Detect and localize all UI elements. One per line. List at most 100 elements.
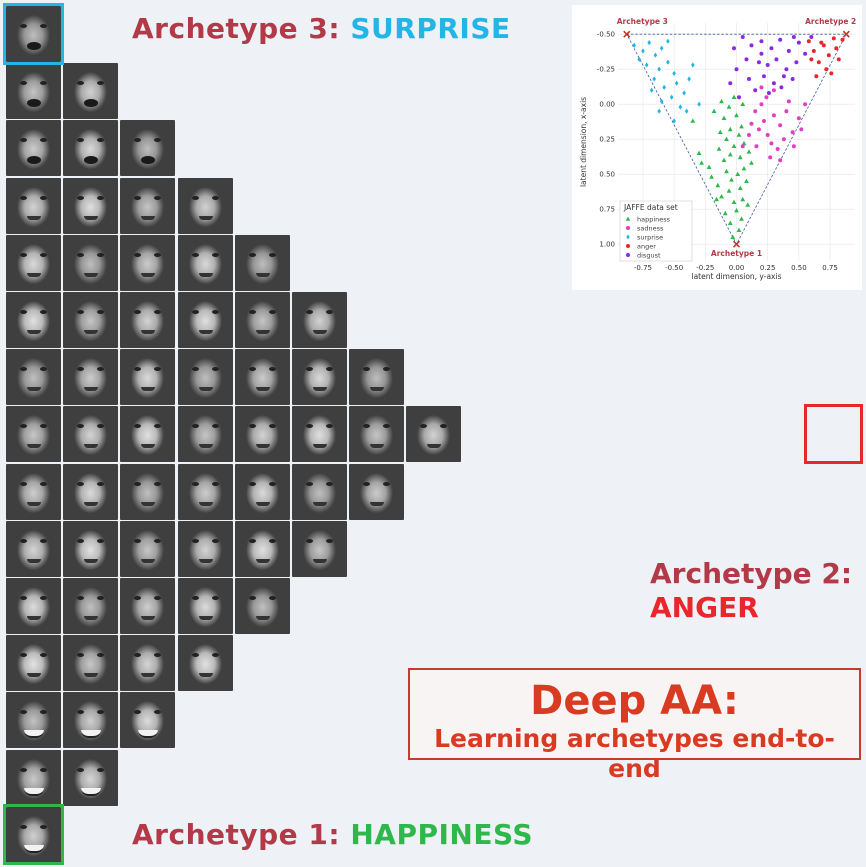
archetype-annotation: Archetype 1 [711,249,762,258]
disgust-point [744,57,749,62]
face-image [234,520,290,577]
title-box: Deep AA: Learning archetypes end-to-end [408,668,861,783]
disgust-point [774,57,779,62]
face-image [63,578,119,634]
face-image [120,520,176,577]
sadness-point [740,144,745,149]
happiness-point [746,149,752,154]
face-image [120,692,176,749]
face-image [120,177,176,234]
happiness-point [727,220,733,225]
face-image [234,406,290,463]
disgust-point [779,85,784,90]
surprise-point [644,62,649,68]
sadness-point [778,123,783,128]
disgust-point [796,40,801,45]
sadness-point [764,95,769,100]
disgust-point [791,35,796,39]
face-image [63,234,119,291]
y-tick-label: 0.25 [599,136,615,144]
legend-entry: anger [637,242,656,250]
surprise-point [659,45,664,51]
anger-point [814,74,819,79]
face-image [6,520,61,577]
disgust-point [781,74,786,79]
happiness-point [690,118,696,123]
anger-point [840,37,845,42]
y-tick-label: 1.00 [599,241,615,249]
archetype-2-label: Archetype 2: ANGER [650,557,852,625]
happiness-point [737,154,743,160]
disgust-point [786,49,791,53]
happiness-point [731,199,737,204]
happiness-point [744,178,749,183]
y-axis-label: latent dimension, x-axis [579,97,588,187]
x-tick-label: 0.50 [791,264,807,272]
sadness-point [799,127,804,132]
legend-box [619,200,693,262]
face-image [6,120,61,177]
face-image [6,806,61,863]
face-image [177,292,233,348]
disgust-point [784,67,789,72]
sadness-point [791,144,796,149]
sadness-point [754,144,759,149]
legend-entry: disgust [637,251,661,259]
anger-point [819,40,824,45]
happiness-point [726,188,732,193]
archetype-3-label: Archetype 3: SURPRISE [132,12,511,45]
face-image [6,6,61,62]
legend-marker [626,226,630,230]
sadness-point [769,141,774,146]
legend-entry: happiness [637,215,671,223]
legend-marker [626,244,630,248]
face-image [63,463,119,520]
anger-highlight-frame [804,404,863,464]
anger-point [816,60,821,65]
y-tick-label: 0.00 [599,101,615,109]
face-image [177,635,233,692]
face-image [63,349,119,406]
happiness-point [734,208,739,213]
face-image [177,406,233,463]
disgust-point [736,95,741,100]
disgust-point [756,60,761,65]
disgust-point [749,43,754,48]
sadness-point [749,121,754,126]
archetype-annotation: Archetype 2 [805,17,856,26]
archetype-3-emotion: SURPRISE [350,12,511,45]
happiness-point [719,194,724,199]
happiness-point [715,182,721,188]
y-tick-label: -0.50 [597,31,615,39]
disgust-point [753,88,758,93]
face-image [292,349,347,406]
face-image [234,234,290,291]
happiness-point [731,143,737,148]
archetype-1-prefix: Archetype 1: [132,818,341,851]
face-image [234,578,290,634]
sadness-point [756,127,761,132]
sadness-point [803,102,808,107]
happiness-point [711,108,717,113]
happiness-highlight-frame [3,804,64,865]
surprise-point [697,101,701,107]
face-image [406,406,462,463]
face-image [292,520,347,577]
surprise-point [637,56,642,62]
face-image [177,177,233,234]
happiness-point [699,160,704,165]
anger-point [834,46,839,51]
surprise-point [691,62,695,68]
anger-point [821,43,826,48]
disgust-point [809,35,814,39]
title-main: Deep AA: [530,678,739,724]
face-image [177,349,233,406]
archetype-2-emotion: ANGER [650,591,759,624]
face-image [63,635,119,692]
archetype-annotation: Archetype 3 [617,17,668,26]
happiness-point [706,164,712,169]
sadness-point [759,85,764,90]
surprise-point [684,108,689,114]
sadness-point [786,99,791,104]
surprise-point [653,52,658,58]
